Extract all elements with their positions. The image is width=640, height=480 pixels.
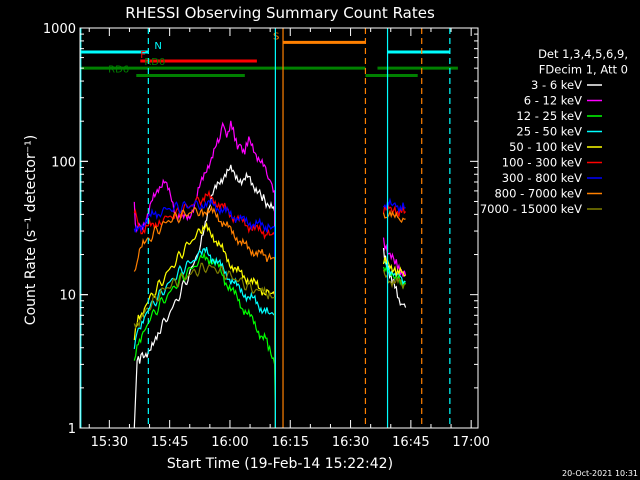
x-tick-label: 15:45 [151,435,188,450]
legend-label-1: 6 - 12 keV [524,94,582,108]
legend: Det 1,3,4,5,6,9, FDecim 1, Att 03 - 6 keV… [480,47,628,216]
x-tick-label: 16:45 [392,435,429,450]
y-tick-label: 1 [68,422,76,437]
y-tick-label: 1000 [43,22,76,37]
series-line-300-800kev-seg0 [133,198,276,429]
series-line-50-100kev-seg0 [133,221,276,429]
x-tick-label: 17:00 [452,435,489,450]
legend-label-4: 50 - 100 keV [509,140,582,154]
series-line-25-50kev-seg0 [133,246,276,429]
legend-header-1: FDecim 1, Att 0 [539,63,628,77]
series-line-12-25kev-seg0 [133,251,276,429]
series-line-6-12kev-seg0 [133,120,276,429]
x-axis-label: Start Time (19-Feb-14 15:22:42) [167,456,393,472]
series-line-800-7000kev-seg0 [133,205,276,429]
legend-label-2: 12 - 25 keV [516,109,582,123]
legend-label-8: 7000 - 15000 keV [480,202,582,216]
legend-label-5: 100 - 300 keV [502,156,582,170]
x-tick-label: 16:30 [332,435,369,450]
flag-label-rd6: RD6 [108,65,129,76]
y-axis-label: Count Rate (s⁻¹ detector⁻¹) [23,135,39,325]
legend-header-0: Det 1,3,4,5,6,9, [538,47,628,61]
x-tick-label: 16:00 [211,435,248,450]
series-line-7000-15000kev-seg0 [133,262,276,429]
x-tick-label: 15:30 [91,435,128,450]
legend-label-7: 800 - 7000 keV [494,187,582,201]
footer-timestamp: 20-Oct-2021 10:31 [562,469,638,478]
y-tick-label: 100 [51,155,76,170]
legend-label-3: 25 - 50 keV [516,125,582,139]
flag-label-rd0: RD0 [144,57,165,68]
legend-label-6: 300 - 800 keV [502,171,582,185]
legend-label-0: 3 - 6 keV [531,78,582,92]
x-tick-label: 16:15 [272,435,309,450]
flag-label-f: F [140,50,146,61]
plot-frame [79,27,479,429]
chart-title: RHESSI Observing Summary Count Rates [125,4,435,22]
flag-label-n: N [154,41,161,52]
series-line-800-7000kev-seg1 [382,209,406,224]
flag-label-s: S [273,31,279,42]
y-tick-label: 10 [59,289,76,304]
